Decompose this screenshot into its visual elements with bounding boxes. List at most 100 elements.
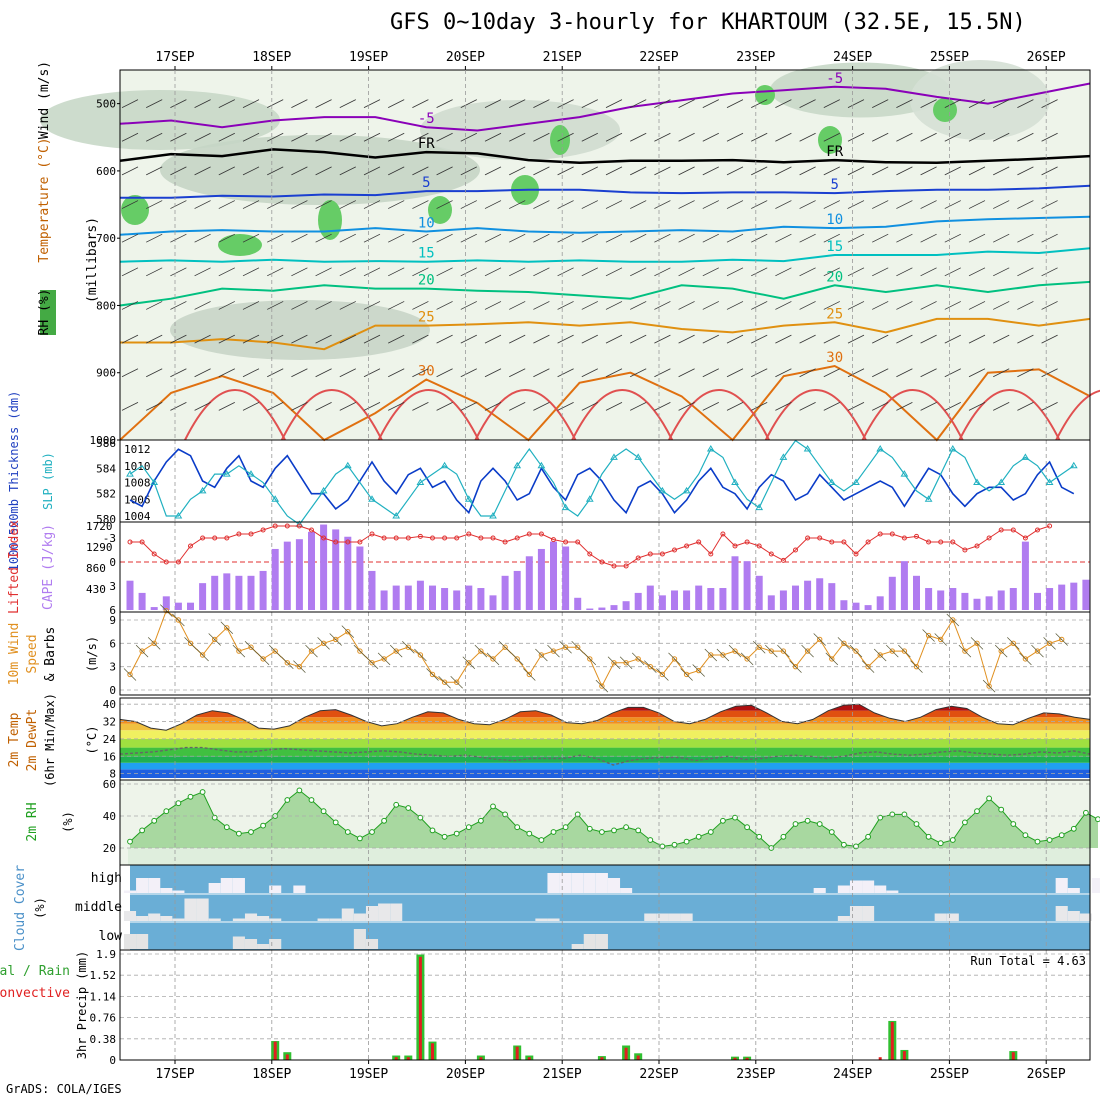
wind-barb — [291, 368, 308, 378]
cape-bar — [1058, 584, 1066, 610]
wind-barb — [329, 633, 342, 646]
contour-label: 5 — [422, 175, 430, 191]
wind-barb — [412, 166, 429, 176]
temperature-axis-label: Temperature (°C) — [37, 137, 52, 262]
rh-marker — [429, 827, 436, 834]
wind-barb — [896, 132, 913, 142]
rh-units-label: (%) — [61, 811, 75, 833]
precip-tick-label: 1.9 — [96, 948, 116, 961]
li-marker — [829, 539, 835, 545]
wind-barb — [315, 368, 332, 378]
rh-marker — [223, 824, 230, 831]
li-marker — [248, 531, 254, 537]
contour-label: 20 — [418, 273, 435, 289]
temp-label-1: 2m Temp — [7, 712, 22, 767]
wind-barb — [557, 233, 574, 243]
wind-barb — [726, 200, 744, 209]
warm-contour — [474, 389, 577, 441]
contour-label: 30 — [826, 350, 843, 366]
wind-barb — [291, 200, 308, 209]
wind-barb — [388, 132, 405, 142]
wind-barb — [581, 402, 598, 411]
wind-barb — [702, 200, 719, 209]
wind-barb — [218, 267, 235, 277]
wind-barb — [944, 132, 961, 142]
wind-barb — [872, 267, 889, 277]
wind-barb — [581, 301, 598, 310]
slp-marker — [634, 453, 643, 460]
rh-marker — [381, 817, 388, 824]
rh-shading — [420, 100, 620, 160]
precip-convective-bar — [600, 1057, 604, 1060]
slp-marker — [343, 461, 352, 469]
wind-speed-marker — [575, 644, 581, 650]
rh-marker — [175, 800, 182, 807]
wind-barb — [702, 402, 719, 411]
li-marker — [478, 535, 484, 541]
cape-bar — [1046, 588, 1054, 610]
rh-marker — [744, 824, 750, 831]
wind-barb — [595, 679, 609, 693]
wind-label-1: 10m Wind — [7, 623, 22, 686]
wind-barb — [630, 166, 647, 176]
wind-speed-marker — [768, 648, 774, 654]
cape-bar — [719, 588, 727, 610]
wind-barb — [678, 368, 695, 378]
wind-barb — [363, 200, 381, 209]
wind-barb — [339, 233, 356, 243]
rh-marker — [151, 817, 158, 824]
rh-tick-label: 20 — [103, 842, 116, 855]
wind-barb — [775, 200, 792, 209]
wind-barb — [605, 132, 623, 142]
wind-barb — [982, 679, 996, 693]
thickness-tick-label: 582 — [96, 488, 116, 501]
cloud-middle-bar — [232, 918, 245, 921]
cape-tick-label: 1720 — [86, 520, 113, 533]
wind-speed-marker — [562, 644, 569, 650]
cloud-high-bar — [220, 878, 233, 893]
cape-bar — [344, 536, 352, 610]
cape-bar — [1021, 541, 1029, 610]
wind-speed-marker — [248, 644, 254, 650]
wind-barb — [121, 233, 139, 243]
cape-bar — [913, 575, 920, 610]
cape-bar — [138, 592, 146, 610]
wind-barb — [994, 644, 1008, 658]
li-tick-label: -3 — [103, 532, 116, 545]
temperature-contour — [119, 82, 1091, 132]
wind-barb — [678, 267, 695, 277]
wind-barb — [752, 640, 766, 654]
wind-barb — [377, 652, 391, 666]
wind-barb — [509, 166, 526, 176]
rh-marker — [550, 829, 557, 835]
cloud-middle-bar — [656, 913, 669, 921]
slp-marker — [416, 478, 425, 485]
wind-barb — [412, 132, 429, 142]
temp-label-2: 2m DewPt — [25, 709, 40, 772]
wind-barb — [533, 132, 550, 142]
cloud-high-bar — [874, 885, 887, 893]
wind-barb — [510, 652, 524, 666]
precip-convective-bar — [394, 1057, 398, 1060]
wind-barb — [170, 301, 187, 310]
rh-marker — [1010, 821, 1017, 827]
cape-bar — [707, 588, 715, 610]
li-marker — [526, 531, 532, 537]
cape-bar — [1034, 592, 1041, 610]
wind-barb — [823, 402, 840, 411]
wind-barb — [775, 233, 792, 243]
contour-label: -5 — [826, 71, 843, 87]
cape-bar — [174, 602, 182, 610]
precip-tick-label: 1.52 — [90, 969, 117, 982]
wind-barb — [678, 233, 695, 243]
precip-convective-bar — [418, 956, 422, 1060]
wind-speed-marker — [308, 648, 315, 654]
wind-barb — [581, 132, 598, 142]
wind-barb — [220, 621, 234, 635]
cape-bar — [525, 556, 533, 610]
wind-barb — [1043, 637, 1056, 650]
wind-barb — [581, 368, 598, 378]
cloud-middle-bar — [365, 906, 379, 921]
rh-marker — [792, 821, 799, 827]
wind-barb — [533, 200, 550, 209]
